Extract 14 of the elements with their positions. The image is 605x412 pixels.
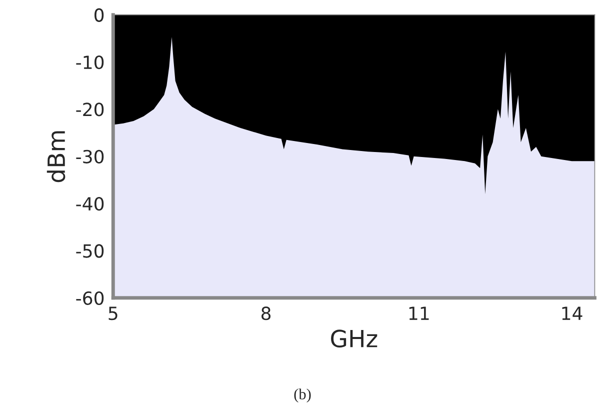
y-tick-label: -10 [76,55,104,70]
x-axis-title: GHz [331,330,378,348]
y-tick-label: 0 [94,8,104,22]
y-tick-label: -50 [76,244,104,258]
y-tick-label: -60 [76,291,104,305]
x-tick-label: 8 [262,306,271,320]
x-tick-label: 14 [562,306,582,320]
text: (b) [294,388,311,402]
x-tick-label: 5 [108,306,118,320]
y-tick-label: -20 [76,102,104,116]
y-tick-label: -30 [76,150,104,164]
y-axis-title: dBm [46,131,66,182]
y-tick-label: -40 [76,196,104,211]
x-tick-label: 11 [409,306,429,320]
